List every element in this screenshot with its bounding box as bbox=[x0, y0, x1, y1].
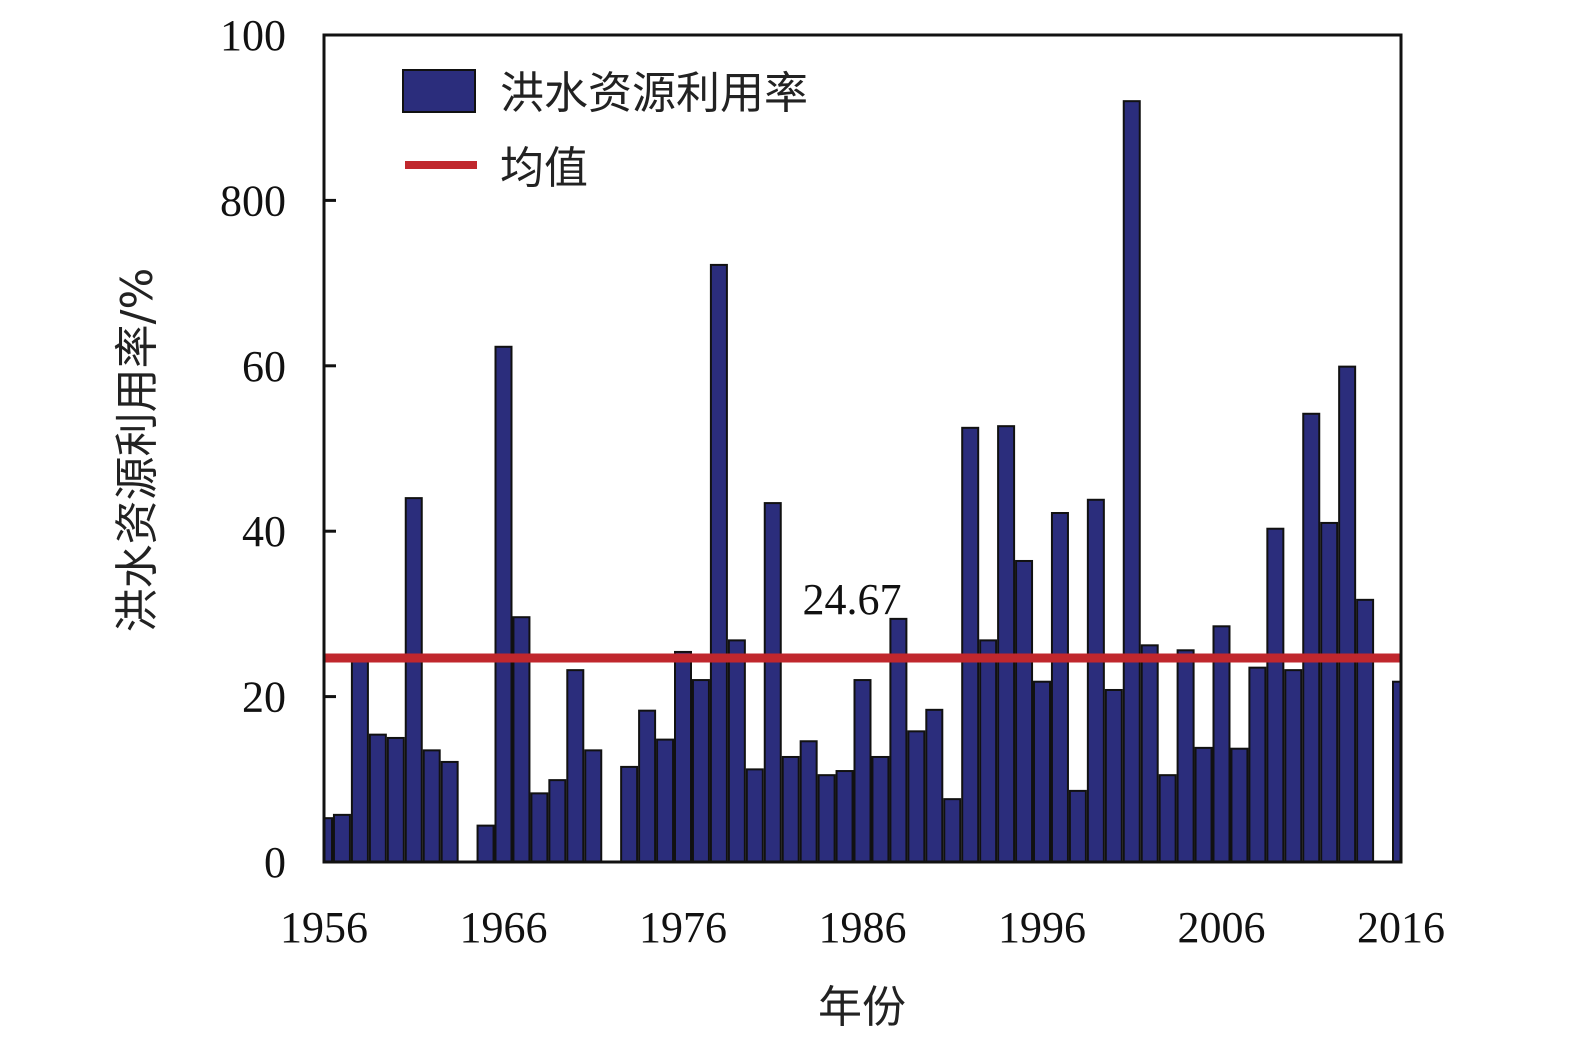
x-tick-label: 1966 bbox=[460, 903, 548, 952]
bar-1989 bbox=[907, 730, 926, 863]
bar-2000 bbox=[1104, 688, 1123, 864]
y-tick-label: 0 bbox=[264, 838, 286, 887]
bar-1959 bbox=[368, 733, 387, 864]
x-tick-label: 2016 bbox=[1357, 903, 1445, 952]
x-tick-label: 1976 bbox=[639, 903, 727, 952]
bar-1995 bbox=[1015, 559, 1034, 863]
bar-1997 bbox=[1050, 512, 1069, 863]
x-tick-label: 1996 bbox=[998, 903, 1086, 952]
bar-2012 bbox=[1320, 521, 1339, 863]
bar-1970 bbox=[566, 669, 585, 863]
bar-1958 bbox=[350, 659, 369, 863]
bar-2009 bbox=[1266, 527, 1285, 863]
x-axis-label: 年份 bbox=[818, 982, 906, 1033]
bar-1962 bbox=[422, 749, 441, 863]
y-tick-label: 40 bbox=[242, 507, 286, 556]
bar-1994 bbox=[997, 425, 1016, 863]
plot-frame bbox=[322, 33, 1403, 864]
bar-1991 bbox=[943, 798, 962, 864]
bar-2003 bbox=[1158, 774, 1177, 863]
bar-1960 bbox=[386, 736, 405, 864]
bar-1974 bbox=[638, 709, 657, 863]
bar-1968 bbox=[530, 792, 549, 864]
bar-1957 bbox=[332, 813, 351, 864]
bar-1966 bbox=[494, 345, 513, 863]
x-tick-label: 1956 bbox=[280, 903, 368, 952]
bar-1977 bbox=[691, 679, 710, 863]
bar-1963 bbox=[440, 760, 459, 863]
bar-1973 bbox=[620, 765, 639, 864]
legend-label-mean: 均值 bbox=[500, 143, 588, 194]
legend: 洪水资源利用率 均值 bbox=[402, 68, 808, 194]
y-tick-label: 800 bbox=[220, 176, 286, 225]
bar-1990 bbox=[925, 708, 944, 863]
y-tick-label: 60 bbox=[242, 342, 286, 391]
bar-2005 bbox=[1194, 746, 1213, 864]
bar-1979 bbox=[727, 639, 746, 864]
y-axis-label: 洪水资源利用率/% bbox=[112, 268, 163, 633]
bar-2007 bbox=[1230, 747, 1249, 863]
legend-label-bar: 洪水资源利用率 bbox=[500, 68, 808, 119]
x-tick-label: 2006 bbox=[1178, 903, 1266, 952]
x-axis: 1956 1966 1976 1986 1996 2006 2016 bbox=[280, 903, 1445, 952]
y-tick-label: 100 bbox=[220, 11, 286, 60]
bar-1999 bbox=[1086, 498, 1105, 863]
bar-1987 bbox=[871, 755, 890, 864]
bar-1975 bbox=[656, 738, 675, 863]
bar-2008 bbox=[1248, 666, 1267, 864]
legend-swatch-bar bbox=[402, 69, 476, 113]
bar-1969 bbox=[548, 779, 567, 864]
bar-1978 bbox=[709, 263, 728, 863]
y-axis: 0 20 40 60 800 100 bbox=[220, 11, 336, 887]
bar-1980 bbox=[745, 768, 764, 863]
bar-1981 bbox=[763, 502, 782, 863]
x-tick-label: 1986 bbox=[819, 903, 907, 952]
bar-1983 bbox=[799, 740, 818, 863]
bars-group bbox=[323, 100, 1402, 864]
bar-1985 bbox=[835, 770, 854, 864]
bar-2002 bbox=[1140, 644, 1159, 863]
bar-1965 bbox=[476, 824, 495, 863]
bar-1993 bbox=[979, 639, 998, 864]
bar-1984 bbox=[817, 774, 836, 863]
bar-1998 bbox=[1068, 789, 1087, 863]
bar-1971 bbox=[584, 749, 603, 863]
bar-1992 bbox=[961, 426, 980, 863]
bar-1976 bbox=[674, 650, 692, 864]
bar-2013 bbox=[1338, 365, 1357, 863]
bar-2010 bbox=[1284, 669, 1303, 863]
bar-1982 bbox=[781, 755, 800, 864]
bar-2001 bbox=[1122, 100, 1141, 864]
mean-annotation: 24.67 bbox=[803, 575, 902, 624]
bar-2014 bbox=[1356, 598, 1375, 863]
bar-2004 bbox=[1176, 649, 1195, 864]
bar-1986 bbox=[853, 679, 872, 863]
y-tick-label: 20 bbox=[242, 673, 286, 722]
bar-1996 bbox=[1033, 680, 1051, 863]
bar-1961 bbox=[404, 497, 423, 863]
bar-2011 bbox=[1302, 412, 1321, 863]
